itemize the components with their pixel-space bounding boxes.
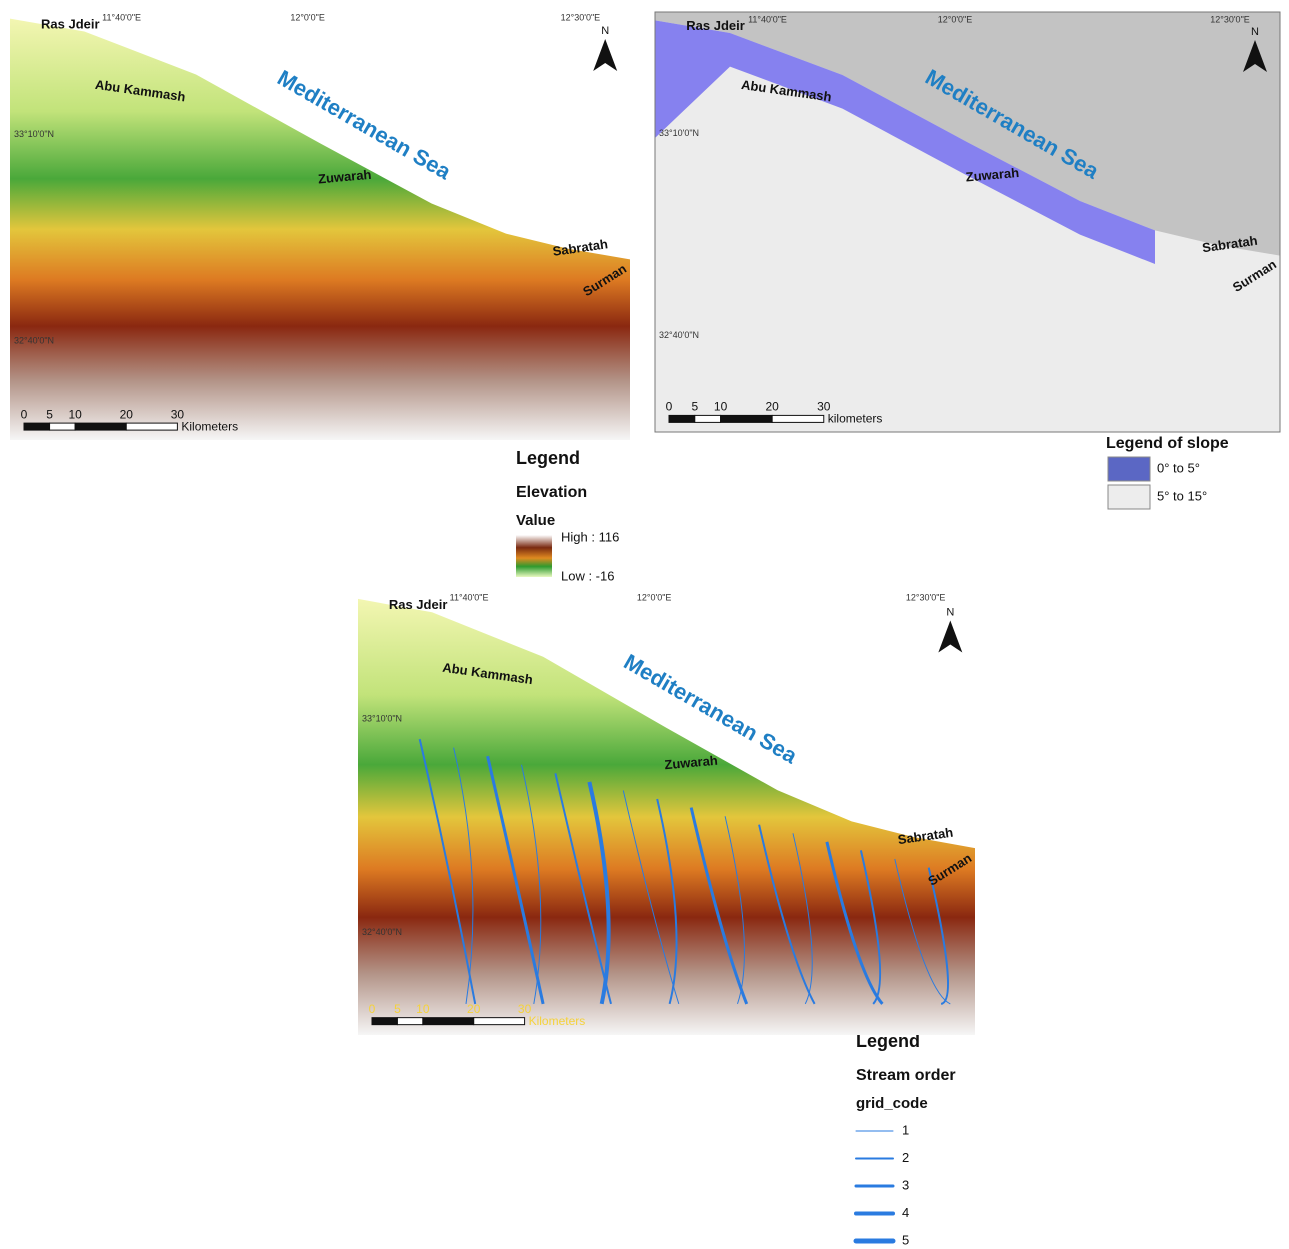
lat-label: 33°10'0"N xyxy=(362,713,402,723)
lat-label: 33°10'0"N xyxy=(14,129,54,139)
lat-label: 32°40'0"N xyxy=(362,927,402,937)
scale-label: 0 xyxy=(369,1002,376,1016)
scale-label: 10 xyxy=(714,400,728,414)
map-panel: 11°40'0"E 12°0'0"E 12°30'0"E 33°10'0"N 32°40… xyxy=(655,12,1280,432)
legend-swatch xyxy=(1108,485,1150,509)
scale-segment xyxy=(24,423,50,430)
legend-label: 3 xyxy=(902,1177,909,1192)
scale-segment xyxy=(372,1018,397,1025)
scale-unit: kilometers xyxy=(828,412,883,426)
place-label: Ras Jdeir xyxy=(41,16,100,31)
place-label: Ras Jdeir xyxy=(389,597,448,612)
scale-segment xyxy=(397,1018,422,1025)
scale-segment xyxy=(695,415,721,422)
legend-label: 5° to 15° xyxy=(1157,488,1207,503)
legend-label: 0° to 5° xyxy=(1157,460,1200,475)
legend-field: grid_code xyxy=(856,1095,928,1112)
scale-label: 0 xyxy=(21,407,28,421)
scale-label: 5 xyxy=(394,1002,401,1016)
legend-label: 2 xyxy=(902,1150,909,1165)
north-label: N xyxy=(1251,26,1259,38)
map-panel: 11°40'0"E 12°0'0"E 12°30'0"E 33°10'0"N 32°40… xyxy=(10,12,630,440)
scale-unit: Kilometers xyxy=(181,419,238,433)
lat-label: 32°40'0"N xyxy=(659,330,699,340)
scale-label: 10 xyxy=(68,407,82,421)
legend-low: Low : -16 xyxy=(561,568,614,583)
lon-label: 11°40'0"E xyxy=(450,592,489,602)
scale-segment xyxy=(126,423,177,430)
scale-segment xyxy=(423,1018,474,1025)
scale-label: 20 xyxy=(120,407,134,421)
lat-label: 32°40'0"N xyxy=(14,335,54,345)
north-arrow xyxy=(593,39,617,71)
scale-segment xyxy=(474,1018,525,1025)
figure: Legend Elevation Value High : 116 Low : … xyxy=(0,0,1289,1249)
legend-title: Legend xyxy=(516,448,580,468)
legend-label: 1 xyxy=(902,1122,909,1137)
legend-label: 5 xyxy=(902,1232,909,1247)
scale-label: 10 xyxy=(416,1002,430,1016)
north-label: N xyxy=(946,606,954,618)
map-panel: 11°40'0"E 12°0'0"E 12°30'0"E 33°10'0"N 32°40… xyxy=(358,592,975,1035)
scale-segment xyxy=(721,415,773,422)
legend-swatch xyxy=(1108,457,1150,481)
lon-label: 12°0'0"E xyxy=(938,14,973,24)
north-label: N xyxy=(601,25,609,37)
lon-label: 11°40'0"E xyxy=(102,12,141,22)
legend-high: High : 116 xyxy=(561,529,619,544)
scale-segment xyxy=(669,415,695,422)
legend-label: 4 xyxy=(902,1205,909,1220)
legend-title: Legend of slope xyxy=(1106,435,1229,452)
lon-label: 12°0'0"E xyxy=(637,592,672,602)
lon-label: 12°30'0"E xyxy=(561,12,601,22)
north-arrow xyxy=(938,621,962,653)
scale-label: 0 xyxy=(666,400,673,414)
place-label: Ras Jdeir xyxy=(686,18,745,33)
legend-layer: Stream order xyxy=(856,1067,956,1084)
scale-segment xyxy=(50,423,76,430)
scale-segment xyxy=(75,423,126,430)
scale-unit: Kilometers xyxy=(529,1014,586,1028)
scale-label: 20 xyxy=(765,400,779,414)
scale-label: 5 xyxy=(691,400,698,414)
lon-label: 12°30'0"E xyxy=(906,592,946,602)
scale-label: 20 xyxy=(467,1002,481,1016)
legend-field: Value xyxy=(516,512,555,529)
legend-layer: Elevation xyxy=(516,484,587,501)
lat-label: 33°10'0"N xyxy=(659,128,699,138)
legend-ramp xyxy=(516,535,552,577)
scale-segment xyxy=(772,415,824,422)
lon-label: 12°30'0"E xyxy=(1210,14,1250,24)
scale-label: 5 xyxy=(46,407,53,421)
lon-label: 12°0'0"E xyxy=(290,12,325,22)
lon-label: 11°40'0"E xyxy=(748,14,787,24)
